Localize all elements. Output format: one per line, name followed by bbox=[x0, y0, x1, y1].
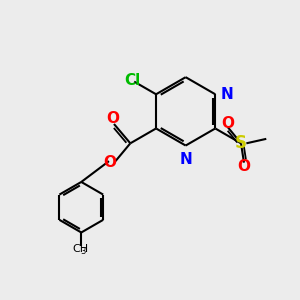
Text: S: S bbox=[235, 134, 247, 152]
Text: O: O bbox=[103, 155, 116, 170]
Text: 3: 3 bbox=[80, 247, 85, 256]
Text: O: O bbox=[238, 159, 250, 174]
Text: CH: CH bbox=[72, 244, 88, 254]
Text: Cl: Cl bbox=[124, 73, 141, 88]
Text: O: O bbox=[221, 116, 234, 131]
Text: N: N bbox=[220, 87, 233, 102]
Text: N: N bbox=[179, 152, 192, 167]
Text: O: O bbox=[106, 111, 119, 126]
